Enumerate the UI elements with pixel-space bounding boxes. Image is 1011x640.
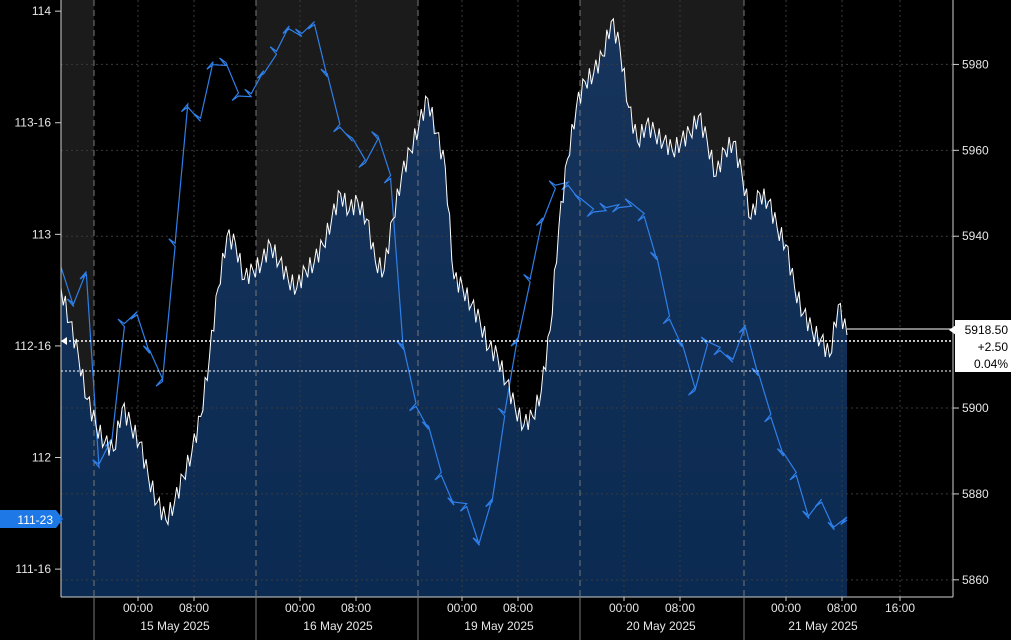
x-tick-label: 00:00: [447, 601, 477, 615]
reference-lines: [61, 328, 953, 372]
x-tick-label: 00:00: [771, 601, 801, 615]
x-tick-label: 08:00: [341, 601, 371, 615]
left-tick-label: 114: [32, 4, 51, 18]
right-tick: 5880: [953, 487, 989, 501]
left-tick-label: 111-16: [15, 562, 51, 576]
left-tick: 114: [32, 4, 61, 18]
left-tick: 113-16: [15, 116, 61, 130]
date-label: 19 May 2025: [464, 619, 534, 633]
price-series: [60, 17, 848, 527]
date-label: 15 May 2025: [140, 619, 210, 633]
change-pct-text: 0.04%: [974, 357, 1008, 371]
price-area-fill: [61, 21, 847, 597]
last-value-badge-bg: [955, 320, 1011, 372]
left-current-badge-pointer: [56, 510, 63, 528]
right-tick-label: 5880: [962, 487, 989, 501]
x-axis-date-labels: 15 May 2025 16 May 2025 19 May 2025 20 May …: [93, 597, 858, 640]
left-tick-label: 112-16: [15, 339, 52, 353]
left-tick-label: 112: [32, 451, 51, 465]
last-value-badge-pointer: [949, 325, 956, 335]
right-tick: 5960: [953, 143, 989, 157]
axes: [60, 0, 954, 598]
right-tick: 5940: [953, 229, 989, 243]
right-tick: 5980: [953, 57, 989, 71]
left-tick: 112-16: [15, 339, 61, 353]
right-axis-ticks: 5980 5960 5940 5900 5880 5860: [953, 57, 989, 587]
left-axis-ticks: 114 113-16 113 112-16 112 111-16: [15, 4, 61, 576]
right-tick: 5900: [953, 401, 989, 415]
x-axis-time-ticks: 00:00 08:00 00:00 08:00 00:00 08:00 00:00 08:00…: [123, 597, 915, 615]
change-text: +2.50: [978, 340, 1009, 354]
x-tick-label: 08:00: [179, 601, 209, 615]
last-value-badge: 5918.50 +2.50 0.04%: [949, 320, 1011, 372]
left-tick: 113: [32, 227, 61, 241]
left-tick-label: 113: [32, 227, 51, 241]
right-tick-label: 5980: [962, 57, 989, 71]
overlay-line: [60, 21, 848, 546]
price-area: [61, 21, 847, 597]
last-value-text: 5918.50: [965, 323, 1009, 337]
right-tick: 5860: [953, 573, 989, 587]
left-tick-label: 113-16: [15, 116, 52, 130]
date-label: 21 May 2025: [788, 619, 858, 633]
date-label: 16 May 2025: [303, 619, 373, 633]
x-tick-label: 08:00: [827, 601, 857, 615]
x-tick-label: 00:00: [123, 601, 153, 615]
left-tick: 112: [32, 451, 61, 465]
price-line: [60, 17, 848, 527]
left-current-badge: 111-23: [0, 510, 63, 528]
x-tick-label: 00:00: [609, 601, 639, 615]
overlay-series: [60, 21, 848, 546]
right-tick-label: 5860: [962, 573, 989, 587]
x-tick-label: 00:00: [285, 601, 315, 615]
date-label: 20 May 2025: [626, 619, 696, 633]
x-tick-label: 08:00: [503, 601, 533, 615]
right-tick-label: 5940: [962, 229, 989, 243]
left-current-badge-text: 111-23: [17, 513, 53, 527]
left-current-badge-bg: [0, 510, 56, 528]
left-tick: 111-16: [15, 562, 61, 576]
right-tick-label: 5900: [962, 401, 989, 415]
right-tick-label: 5960: [962, 143, 989, 157]
reference-pointer: [61, 337, 67, 345]
x-tick-label: 16:00: [885, 601, 915, 615]
grid-lines: [61, 0, 953, 597]
x-tick-label: 08:00: [665, 601, 695, 615]
